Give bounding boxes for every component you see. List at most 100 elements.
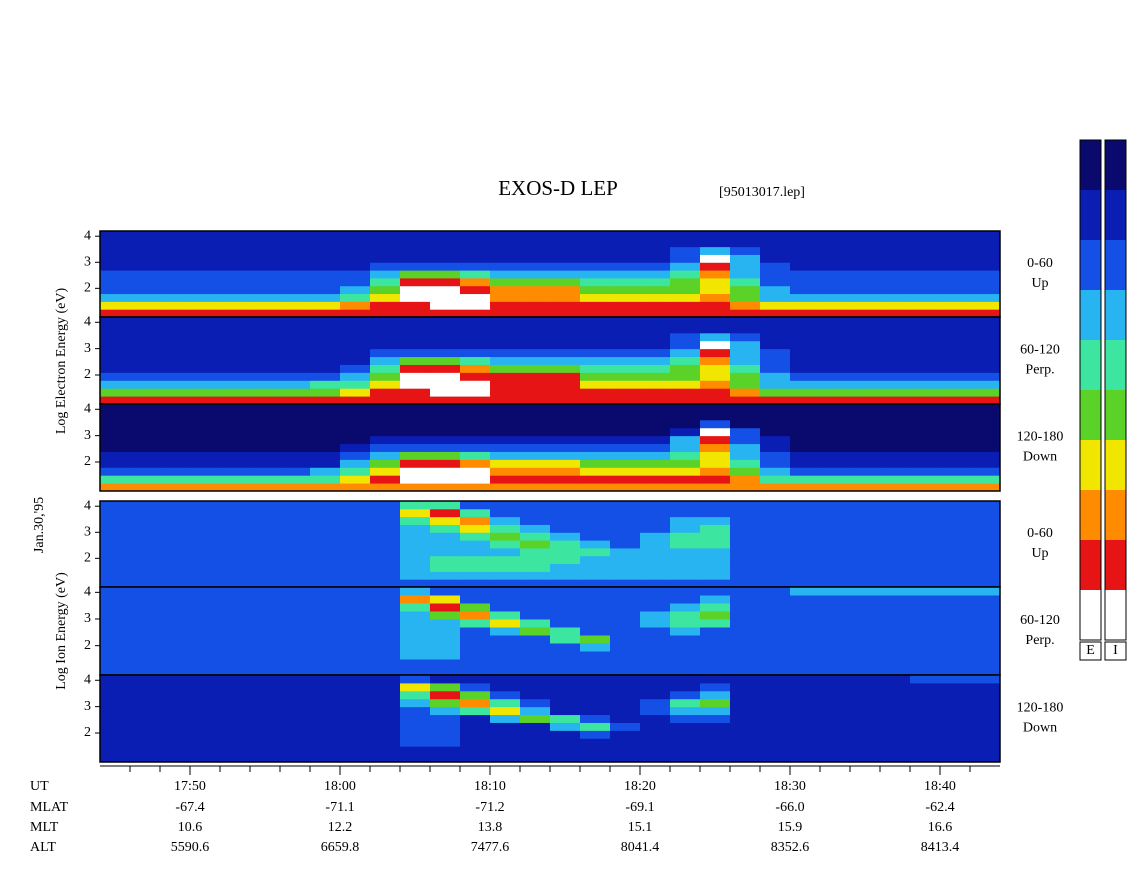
heat-cell <box>190 254 221 263</box>
heat-cell <box>460 667 491 675</box>
heat-cell <box>100 238 131 248</box>
heat-cell <box>760 246 791 255</box>
heat-cell <box>520 301 551 310</box>
heat-cell <box>490 706 521 716</box>
heat-cell <box>430 603 461 612</box>
heat-cell <box>940 754 971 762</box>
heat-cell <box>220 419 251 429</box>
heat-cell <box>430 643 461 652</box>
heat-cell <box>850 603 881 612</box>
heat-cell <box>640 675 671 684</box>
heat-cell <box>700 659 731 668</box>
heat-cell <box>100 635 131 644</box>
heat-cell <box>700 396 731 404</box>
heat-cell <box>820 254 851 263</box>
orbit-value: -66.0 <box>775 800 804 815</box>
heat-cell <box>100 324 131 334</box>
heat-cell <box>520 262 551 271</box>
heat-cell <box>940 231 971 240</box>
heat-cell <box>610 627 641 636</box>
heat-cell <box>700 579 731 587</box>
heat-cell <box>700 540 731 549</box>
heat-cell <box>670 301 701 310</box>
heat-cell <box>460 246 491 255</box>
heat-cell <box>940 324 971 334</box>
heat-cell <box>880 651 911 660</box>
heat-cell <box>100 532 131 541</box>
heat-cell <box>100 746 131 755</box>
heat-cell <box>610 467 641 476</box>
heat-cell <box>910 627 941 636</box>
heat-cell <box>910 738 941 747</box>
heat-cell <box>550 483 581 491</box>
heat-cell <box>550 579 581 587</box>
heat-cell <box>610 555 641 565</box>
heat-cell <box>610 698 641 708</box>
y-tick-label: 2 <box>84 638 91 653</box>
heat-cell <box>130 603 161 612</box>
heat-cell <box>700 714 731 723</box>
heat-cell <box>790 404 821 413</box>
heat-cell <box>640 611 671 620</box>
heat-cell <box>460 317 491 326</box>
heat-cell <box>820 475 851 484</box>
heat-cell <box>490 524 521 533</box>
colorbar-segment <box>1105 540 1126 591</box>
heat-cell <box>340 611 371 620</box>
heat-cell <box>730 419 761 429</box>
heat-cell <box>310 238 341 248</box>
heat-cell <box>820 746 851 755</box>
heat-cell <box>760 467 791 476</box>
heat-cell <box>940 293 971 302</box>
heat-cell <box>340 451 371 460</box>
heat-cell <box>550 501 581 510</box>
heat-cell <box>700 238 731 248</box>
heat-cell <box>310 563 341 572</box>
heat-cell <box>370 675 401 684</box>
heat-cell <box>220 730 251 739</box>
heat-cell <box>910 238 941 248</box>
heat-cell <box>940 459 971 468</box>
heat-cell <box>100 524 131 533</box>
heat-cell <box>520 427 551 437</box>
heat-cell <box>760 372 791 381</box>
colorbar-segment <box>1080 290 1101 341</box>
heat-cell <box>970 603 1000 612</box>
heat-cell <box>550 419 581 429</box>
heat-cell <box>610 301 641 310</box>
heat-cell <box>940 611 971 620</box>
heat-cell <box>790 627 821 636</box>
heat-cell <box>430 419 461 429</box>
heat-cell <box>940 443 971 452</box>
heat-cell <box>100 675 131 684</box>
heat-cell <box>730 459 761 468</box>
heat-cell <box>100 317 131 326</box>
heat-cell <box>910 643 941 652</box>
heat-cell <box>610 411 641 421</box>
heat-cell <box>790 332 821 342</box>
heat-cell <box>310 706 341 716</box>
heat-cell <box>820 238 851 248</box>
heat-cell <box>400 516 431 525</box>
heat-cell <box>610 571 641 580</box>
heat-cell <box>100 254 131 263</box>
heat-cell <box>820 285 851 295</box>
heat-cell <box>580 443 611 452</box>
heat-cell <box>850 467 881 476</box>
heat-cell <box>220 698 251 708</box>
heat-cell <box>430 706 461 716</box>
heat-cell <box>940 451 971 460</box>
x-tick-label: 18:10 <box>474 779 506 794</box>
heat-cell <box>490 746 521 755</box>
heat-cell <box>520 667 551 675</box>
heat-cell <box>430 730 461 739</box>
heat-cell <box>430 555 461 565</box>
heat-cell <box>640 475 671 484</box>
heat-cell <box>790 324 821 334</box>
heat-cell <box>580 619 611 628</box>
heat-cell <box>580 277 611 287</box>
heat-cell <box>190 467 221 476</box>
heat-cell <box>400 643 431 652</box>
heat-cell <box>670 698 701 708</box>
